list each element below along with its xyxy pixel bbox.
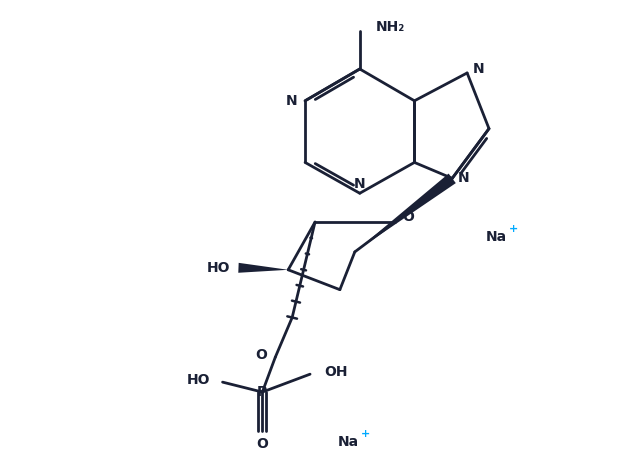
Text: HO: HO xyxy=(187,373,211,387)
Text: HO: HO xyxy=(207,261,230,275)
Text: N: N xyxy=(458,172,470,185)
Text: Na: Na xyxy=(485,230,506,244)
Text: +: + xyxy=(509,224,518,234)
Text: N: N xyxy=(473,62,484,76)
Text: Na: Na xyxy=(337,435,358,449)
Text: OH: OH xyxy=(324,365,348,379)
Text: N: N xyxy=(285,94,297,108)
Text: +: + xyxy=(361,429,371,439)
Text: NH₂: NH₂ xyxy=(376,20,405,34)
Text: N: N xyxy=(354,177,365,191)
Text: O: O xyxy=(257,437,268,451)
Text: P: P xyxy=(257,385,268,399)
Text: O: O xyxy=(403,210,414,224)
Text: O: O xyxy=(255,348,268,362)
Polygon shape xyxy=(238,263,288,273)
Polygon shape xyxy=(355,173,456,252)
